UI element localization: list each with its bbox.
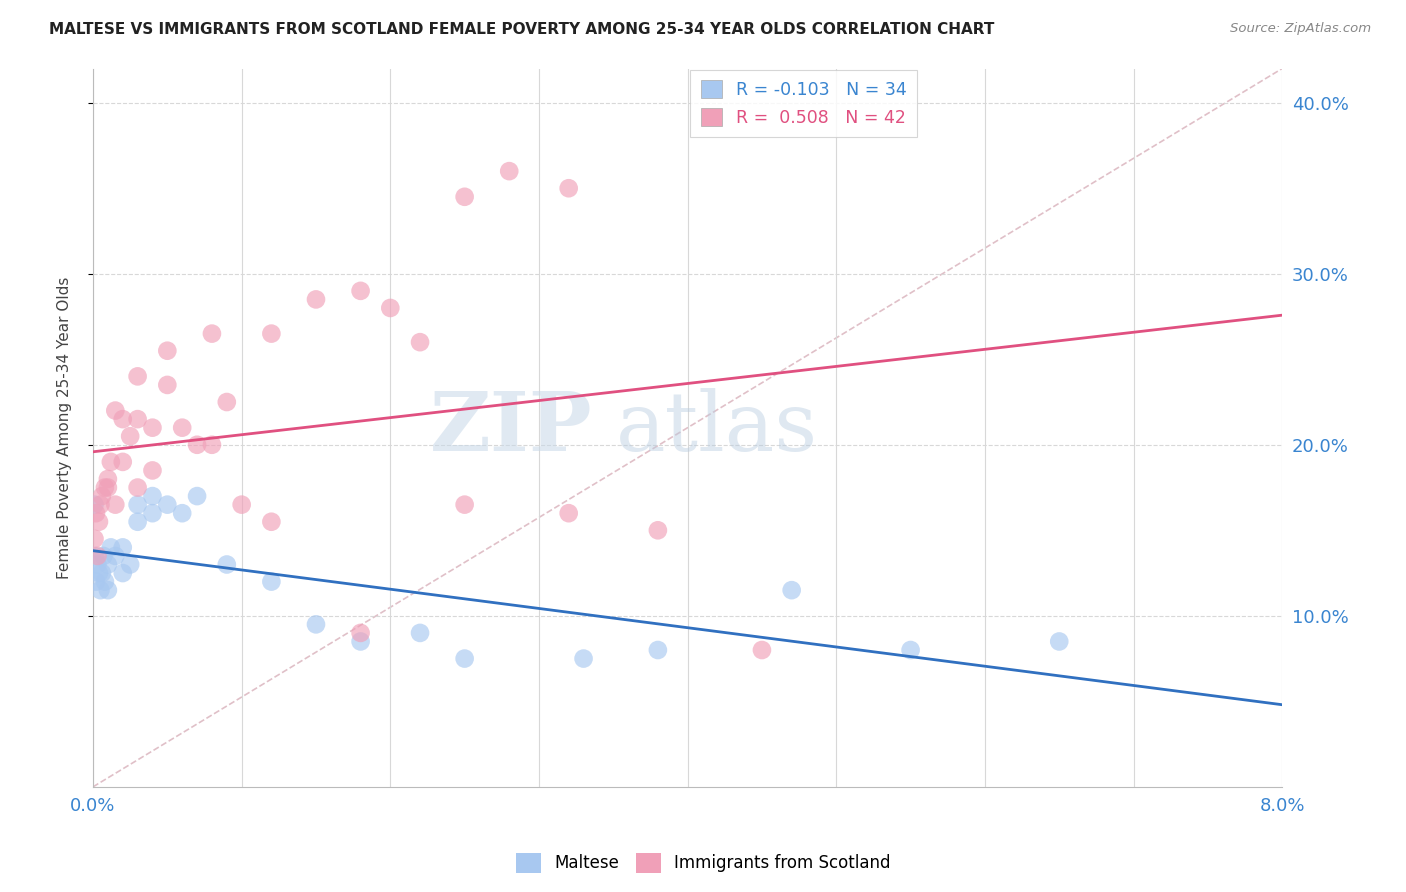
Point — [86, 549, 108, 563]
Point — [111, 412, 134, 426]
Point — [104, 403, 127, 417]
Point — [453, 651, 475, 665]
Point — [260, 326, 283, 341]
Y-axis label: Female Poverty Among 25-34 Year Olds: Female Poverty Among 25-34 Year Olds — [58, 277, 72, 579]
Point — [89, 583, 111, 598]
Point — [111, 566, 134, 580]
Point — [231, 498, 253, 512]
Point — [172, 420, 194, 434]
Point — [409, 335, 432, 350]
Point — [557, 506, 579, 520]
Point — [120, 429, 142, 443]
Point — [453, 498, 475, 512]
Point — [186, 438, 208, 452]
Point — [380, 301, 402, 315]
Point — [409, 626, 432, 640]
Text: ZIP: ZIP — [430, 388, 592, 467]
Point — [751, 643, 773, 657]
Point — [104, 498, 127, 512]
Point — [84, 506, 107, 520]
Point — [86, 558, 108, 572]
Point — [156, 378, 179, 392]
Text: Source: ZipAtlas.com: Source: ZipAtlas.com — [1230, 22, 1371, 36]
Point — [94, 574, 117, 589]
Point — [127, 515, 149, 529]
Point — [100, 541, 122, 555]
Point — [90, 489, 112, 503]
Point — [90, 566, 112, 580]
Point — [127, 412, 149, 426]
Point — [111, 541, 134, 555]
Point — [647, 643, 669, 657]
Point — [156, 343, 179, 358]
Point — [557, 181, 579, 195]
Point — [84, 574, 107, 589]
Point — [498, 164, 520, 178]
Point — [305, 617, 328, 632]
Point — [89, 498, 111, 512]
Point — [900, 643, 922, 657]
Point — [156, 498, 179, 512]
Point — [93, 549, 115, 563]
Point — [111, 455, 134, 469]
Point — [97, 481, 120, 495]
Point — [97, 583, 120, 598]
Point — [127, 498, 149, 512]
Point — [349, 634, 371, 648]
Point — [141, 463, 163, 477]
Legend: Maltese, Immigrants from Scotland: Maltese, Immigrants from Scotland — [509, 847, 897, 880]
Point — [127, 369, 149, 384]
Point — [186, 489, 208, 503]
Point — [83, 549, 105, 563]
Point — [305, 293, 328, 307]
Point — [97, 472, 120, 486]
Point — [215, 395, 238, 409]
Point — [349, 284, 371, 298]
Point — [87, 566, 110, 580]
Point — [100, 455, 122, 469]
Point — [201, 438, 224, 452]
Point — [83, 532, 105, 546]
Point — [120, 558, 142, 572]
Point — [572, 651, 595, 665]
Text: MALTESE VS IMMIGRANTS FROM SCOTLAND FEMALE POVERTY AMONG 25-34 YEAR OLDS CORRELA: MALTESE VS IMMIGRANTS FROM SCOTLAND FEMA… — [49, 22, 994, 37]
Text: atlas: atlas — [616, 388, 818, 467]
Point — [201, 326, 224, 341]
Point — [83, 498, 105, 512]
Legend: R = -0.103   N = 34, R =  0.508   N = 42: R = -0.103 N = 34, R = 0.508 N = 42 — [690, 70, 917, 137]
Point — [127, 481, 149, 495]
Point — [87, 515, 110, 529]
Point — [647, 524, 669, 538]
Point — [104, 549, 127, 563]
Point — [97, 558, 120, 572]
Point — [94, 481, 117, 495]
Point — [780, 583, 803, 598]
Point — [260, 574, 283, 589]
Point — [215, 558, 238, 572]
Point — [1047, 634, 1070, 648]
Point — [141, 506, 163, 520]
Point — [349, 626, 371, 640]
Point — [141, 420, 163, 434]
Point — [260, 515, 283, 529]
Point — [172, 506, 194, 520]
Point — [141, 489, 163, 503]
Point — [453, 190, 475, 204]
